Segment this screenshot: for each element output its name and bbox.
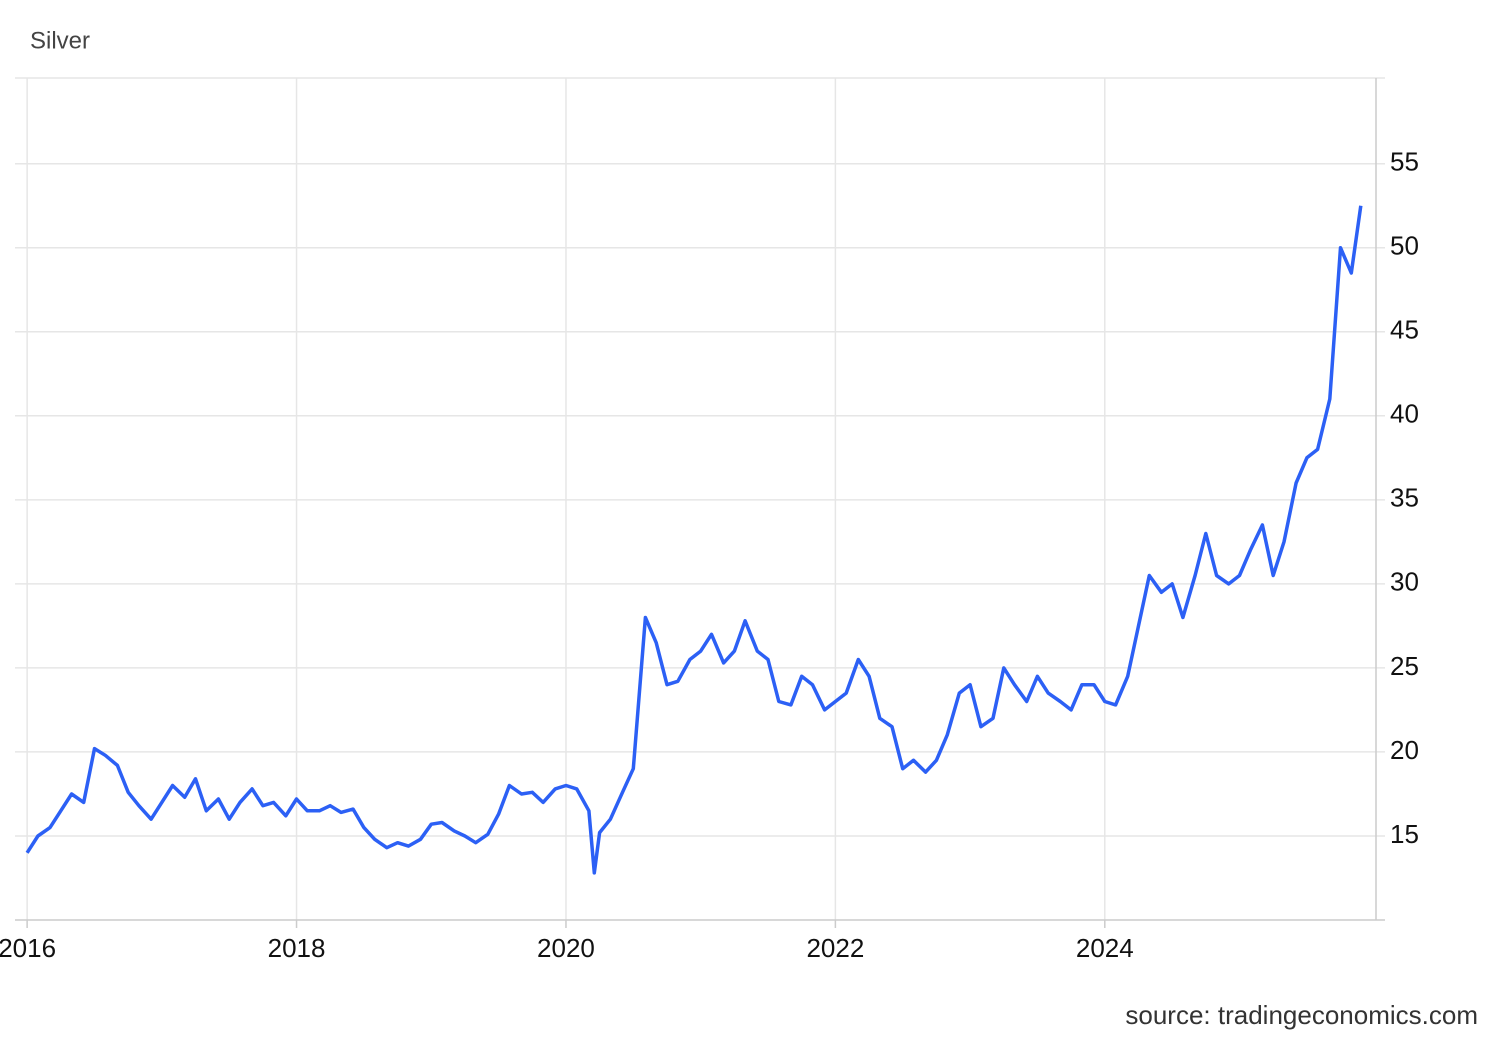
- chart-title: Silver: [30, 27, 90, 54]
- x-tick-label: 2022: [806, 933, 864, 963]
- y-tick-label: 25: [1390, 651, 1419, 681]
- y-tick-label: 40: [1390, 399, 1419, 429]
- x-tick-label: 2020: [537, 933, 595, 963]
- source: source: tradingeconomics.com: [1125, 1000, 1478, 1030]
- y-tick-label: 30: [1390, 567, 1419, 597]
- x-tick-label: 2024: [1076, 933, 1134, 963]
- series-line: [25, 205, 1363, 875]
- y-tick-label: 15: [1390, 819, 1419, 849]
- x-tick-label: 2018: [268, 933, 326, 963]
- x-tick-label: 2016: [0, 933, 56, 963]
- y-tick-label: 35: [1390, 483, 1419, 513]
- y-tick-label: 45: [1390, 315, 1419, 345]
- y-tick-label: 55: [1390, 147, 1419, 177]
- y-tick-label: 50: [1390, 231, 1419, 261]
- y-tick-label: 20: [1390, 735, 1419, 765]
